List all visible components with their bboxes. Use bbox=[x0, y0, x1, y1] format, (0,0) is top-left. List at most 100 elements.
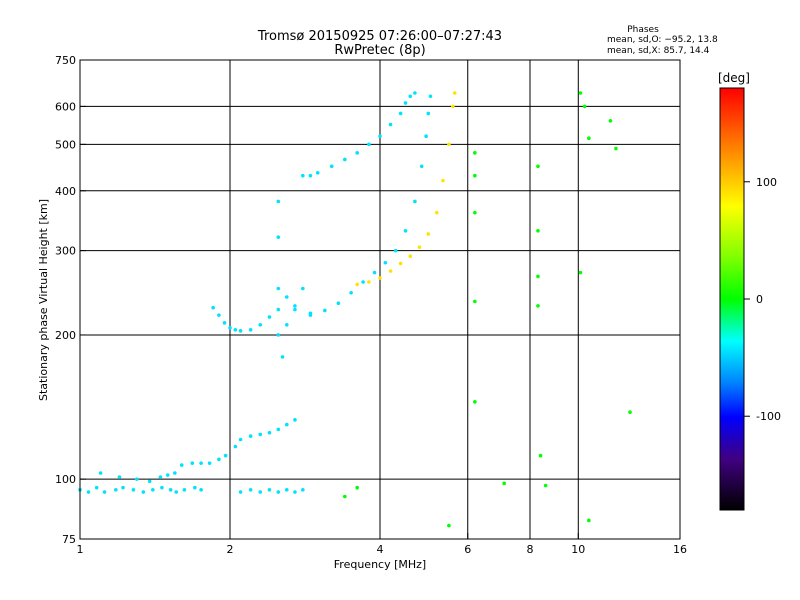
data-point bbox=[168, 488, 173, 492]
data-point bbox=[355, 485, 359, 490]
data-point bbox=[372, 270, 377, 275]
y-tick-label: 75 bbox=[62, 533, 76, 546]
data-point bbox=[473, 400, 477, 404]
data-point bbox=[473, 210, 477, 215]
data-point bbox=[102, 490, 107, 494]
data-point bbox=[276, 235, 281, 239]
colorbar-label: [deg] bbox=[718, 71, 750, 85]
data-point bbox=[355, 151, 359, 155]
data-point bbox=[117, 475, 122, 479]
data-point bbox=[293, 490, 297, 494]
data-point bbox=[284, 422, 289, 427]
data-point bbox=[222, 321, 227, 325]
stats-line-o: mean, sd,O: −95.2, 13.8 bbox=[607, 35, 718, 45]
chart-title: Tromsø 20150925 07:26:00–07:27:43 bbox=[257, 29, 502, 44]
colorbar-ticks: 100 0 -100 bbox=[744, 176, 781, 423]
data-point bbox=[94, 485, 99, 490]
data-point bbox=[276, 490, 281, 494]
colorbar-tick-label: 100 bbox=[756, 176, 777, 189]
y-tick-label: 500 bbox=[55, 138, 76, 151]
data-point bbox=[336, 301, 341, 305]
data-point bbox=[182, 488, 187, 492]
data-point bbox=[134, 477, 139, 481]
data-point bbox=[329, 164, 334, 169]
data-point bbox=[228, 326, 232, 330]
axis-ticks-layer: 1 2 4 6 8 10 16 75 100 200 300 400 500 600 750 bbox=[55, 54, 687, 556]
x-tick-label: 6 bbox=[464, 543, 471, 556]
data-point bbox=[578, 270, 583, 275]
x-tick-label: 8 bbox=[527, 543, 534, 556]
data-point bbox=[378, 134, 382, 138]
data-point bbox=[284, 488, 289, 492]
data-point bbox=[398, 111, 403, 116]
data-point bbox=[428, 94, 433, 99]
data-point bbox=[473, 173, 477, 178]
data-point bbox=[190, 461, 195, 465]
data-point bbox=[284, 323, 289, 327]
data-point bbox=[608, 118, 613, 123]
data-point bbox=[398, 261, 403, 266]
data-point bbox=[587, 136, 591, 140]
data-point bbox=[211, 305, 215, 310]
data-point bbox=[403, 228, 408, 233]
data-point bbox=[413, 91, 417, 95]
data-point bbox=[276, 427, 281, 432]
data-point bbox=[248, 328, 253, 332]
y-tick-label: 100 bbox=[55, 473, 76, 486]
data-point bbox=[367, 280, 371, 284]
data-point bbox=[301, 488, 305, 492]
data-point bbox=[419, 164, 424, 169]
data-point bbox=[86, 490, 91, 494]
data-point bbox=[315, 171, 320, 175]
data-point bbox=[383, 260, 388, 265]
data-point bbox=[238, 329, 243, 333]
colorbar-tick-label: -100 bbox=[756, 410, 781, 423]
data-point bbox=[355, 282, 359, 287]
data-point bbox=[199, 461, 203, 465]
data-point bbox=[179, 463, 184, 467]
grid-layer bbox=[80, 60, 680, 539]
data-point bbox=[193, 485, 197, 490]
data-point bbox=[301, 286, 305, 291]
data-point bbox=[349, 290, 353, 295]
data-point bbox=[323, 308, 327, 313]
data-point bbox=[441, 178, 445, 183]
data-point bbox=[473, 299, 477, 304]
stats-heading: Phases bbox=[627, 25, 659, 35]
data-point bbox=[343, 157, 347, 162]
data-point bbox=[267, 430, 272, 435]
data-point bbox=[502, 481, 506, 486]
data-point bbox=[217, 313, 221, 317]
data-point bbox=[276, 286, 281, 291]
data-point bbox=[276, 199, 281, 204]
data-point bbox=[301, 173, 305, 178]
data-point bbox=[543, 483, 548, 488]
y-tick-label: 200 bbox=[55, 329, 76, 342]
data-point bbox=[121, 485, 125, 490]
data-point bbox=[451, 104, 455, 109]
colorbar-tick-label: 0 bbox=[756, 293, 763, 306]
data-point bbox=[114, 488, 118, 492]
data-point bbox=[233, 444, 238, 449]
data-point bbox=[403, 101, 408, 105]
data-point bbox=[473, 151, 477, 155]
data-point bbox=[536, 304, 540, 308]
data-point bbox=[248, 434, 253, 438]
data-point bbox=[447, 142, 451, 147]
data-point bbox=[258, 432, 263, 437]
data-point bbox=[293, 307, 297, 312]
data-point bbox=[434, 210, 439, 215]
data-point bbox=[408, 94, 413, 99]
data-point bbox=[267, 315, 272, 319]
data-point bbox=[238, 490, 243, 494]
data-point bbox=[413, 199, 417, 204]
data-point bbox=[174, 490, 179, 494]
data-point bbox=[536, 274, 540, 279]
x-tick-label: 1 bbox=[77, 543, 84, 556]
data-point bbox=[417, 245, 422, 249]
data-point bbox=[258, 323, 263, 327]
data-point bbox=[284, 295, 289, 299]
data-point bbox=[582, 104, 587, 109]
x-tick-label: 2 bbox=[227, 543, 234, 556]
